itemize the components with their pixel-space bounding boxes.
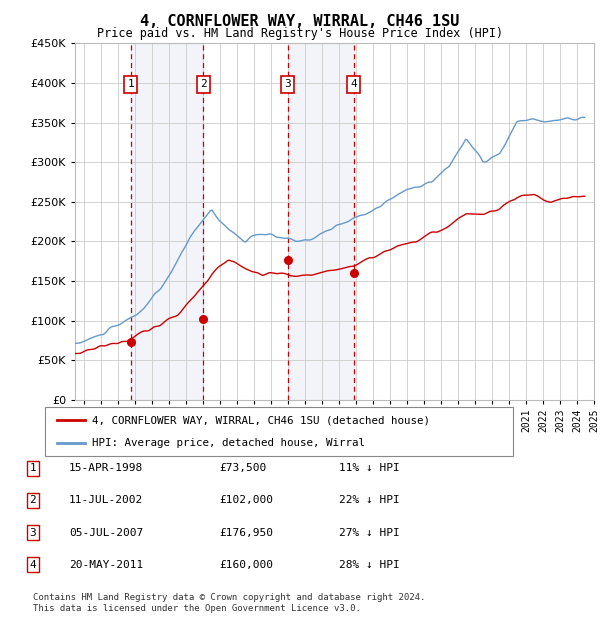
Text: £160,000: £160,000 xyxy=(219,560,273,570)
Text: 1: 1 xyxy=(29,463,37,473)
Text: HPI: Average price, detached house, Wirral: HPI: Average price, detached house, Wirr… xyxy=(92,438,365,448)
Text: £176,950: £176,950 xyxy=(219,528,273,538)
Text: 05-JUL-2007: 05-JUL-2007 xyxy=(69,528,143,538)
Text: 2: 2 xyxy=(29,495,37,505)
Text: 11% ↓ HPI: 11% ↓ HPI xyxy=(339,463,400,473)
Text: 20-MAY-2011: 20-MAY-2011 xyxy=(69,560,143,570)
Text: 28% ↓ HPI: 28% ↓ HPI xyxy=(339,560,400,570)
Text: £102,000: £102,000 xyxy=(219,495,273,505)
Text: 4, CORNFLOWER WAY, WIRRAL, CH46 1SU (detached house): 4, CORNFLOWER WAY, WIRRAL, CH46 1SU (det… xyxy=(92,415,430,425)
Text: 4: 4 xyxy=(29,560,37,570)
Bar xyxy=(288,43,354,400)
Text: Price paid vs. HM Land Registry's House Price Index (HPI): Price paid vs. HM Land Registry's House … xyxy=(97,27,503,40)
Text: 3: 3 xyxy=(29,528,37,538)
Text: 4, CORNFLOWER WAY, WIRRAL, CH46 1SU: 4, CORNFLOWER WAY, WIRRAL, CH46 1SU xyxy=(140,14,460,29)
Text: 1: 1 xyxy=(128,79,134,89)
Bar xyxy=(131,43,203,400)
FancyBboxPatch shape xyxy=(45,407,513,456)
Text: 3: 3 xyxy=(284,79,291,89)
Text: 11-JUL-2002: 11-JUL-2002 xyxy=(69,495,143,505)
Text: Contains HM Land Registry data © Crown copyright and database right 2024.
This d: Contains HM Land Registry data © Crown c… xyxy=(33,593,425,613)
Text: 22% ↓ HPI: 22% ↓ HPI xyxy=(339,495,400,505)
Text: £73,500: £73,500 xyxy=(219,463,266,473)
Text: 2: 2 xyxy=(200,79,206,89)
Text: 15-APR-1998: 15-APR-1998 xyxy=(69,463,143,473)
Text: 4: 4 xyxy=(350,79,357,89)
Text: 27% ↓ HPI: 27% ↓ HPI xyxy=(339,528,400,538)
